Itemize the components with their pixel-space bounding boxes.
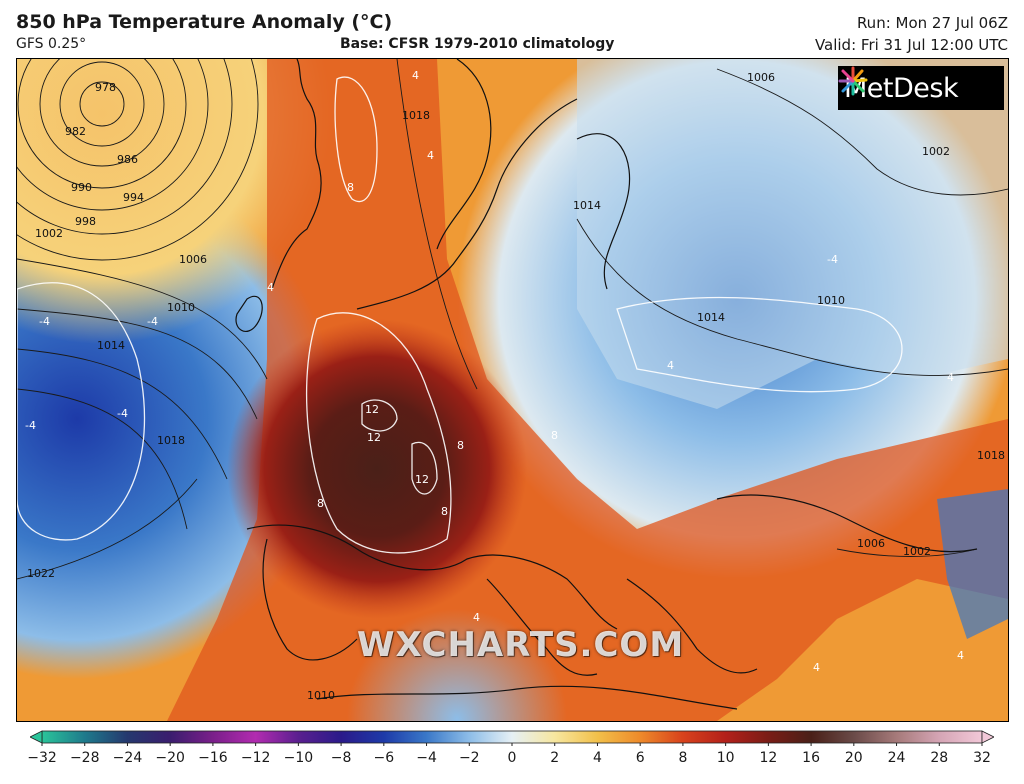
- isobar-label: 1006: [179, 253, 207, 266]
- anomaly-label: 4: [813, 661, 820, 674]
- anomaly-label: 12: [415, 473, 429, 486]
- colorbar-min-arrow: [30, 730, 43, 744]
- isobar-label: 990: [71, 181, 92, 194]
- chart-title: 850 hPa Temperature Anomaly (°C): [16, 11, 393, 33]
- colorbar-tick-label: 32: [973, 750, 991, 766]
- valid-time: Valid: Fri 31 Jul 12:00 UTC: [814, 36, 1008, 54]
- colorbar-tick-label: −20: [155, 750, 185, 766]
- colorbar-tick-label: −8: [330, 750, 352, 766]
- isobar-label: 1014: [97, 339, 125, 352]
- anomaly-label: -4: [827, 253, 838, 266]
- anomaly-labels: 12 12 12 8 8 8 8 8 4 4 4 -4 -4 -4 -4 -4 …: [25, 69, 964, 674]
- anomaly-contours: [17, 76, 903, 554]
- colorbar: −32 −28 −24 −20 −16 −12 −10 −8 −6 −4 −2 0 2 4 6 8 10 12 16…: [27, 728, 994, 778]
- colorbar-tick-label: 28: [930, 750, 949, 766]
- isobar-label: 1010: [817, 294, 845, 307]
- anomaly-label: -4: [117, 407, 128, 420]
- anomaly-label: 8: [457, 439, 464, 452]
- isobar-label: 986: [117, 153, 138, 166]
- isobar-label: 998: [75, 215, 96, 228]
- anomaly-label: 4: [957, 649, 964, 662]
- anomaly-label: 4: [267, 281, 274, 294]
- colorbar-tick-label: −10: [283, 750, 314, 766]
- anomaly-label: 4: [947, 371, 954, 384]
- metdesk-logo: MetDesk: [838, 66, 1004, 110]
- colorbar-tick-label: −2: [458, 750, 480, 766]
- colorbar-tick-label: 16: [802, 750, 820, 766]
- isobar-label: 1002: [903, 545, 931, 558]
- anomaly-label: 4: [427, 149, 434, 162]
- anomaly-map[interactable]: 978 982 986 990 994 998 1002 1006 1010 1…: [16, 58, 1009, 722]
- logo-text: MetDesk: [844, 72, 959, 104]
- isobar-label: 1018: [157, 434, 185, 447]
- anomaly-label: -4: [147, 315, 158, 328]
- isobar-label: 978: [95, 81, 116, 94]
- anomaly-label: -4: [39, 315, 50, 328]
- colorbar-tick-label: −4: [416, 750, 437, 766]
- isobar-label: 1002: [35, 227, 63, 240]
- colorbar-tick-label: 0: [507, 750, 517, 766]
- isobar-label: 1010: [307, 689, 335, 702]
- map-canvas: 978 982 986 990 994 998 1002 1006 1010 1…: [17, 59, 1008, 721]
- colorbar-tick-label: −24: [112, 750, 143, 766]
- anomaly-label: 8: [441, 505, 448, 518]
- anomaly-label: 8: [347, 181, 354, 194]
- metdesk-starburst-icon: [838, 66, 868, 96]
- colorbar-tick-label: 8: [678, 750, 688, 766]
- run-time: Run: Mon 27 Jul 06Z: [856, 14, 1008, 32]
- colorbar-tick-label: 6: [635, 750, 645, 766]
- isobar-label: 1018: [402, 109, 430, 122]
- isobar-label: 1014: [697, 311, 725, 324]
- colorbar-tick-label: −6: [373, 750, 395, 766]
- cold-anomaly-southeast: [937, 489, 1008, 639]
- anomaly-label: -4: [25, 419, 36, 432]
- colorbar-tick-label: −16: [198, 750, 228, 766]
- colorbar-tick-label: −12: [240, 750, 271, 766]
- isobar-label: 1006: [747, 71, 775, 84]
- colorbar-fill: [41, 730, 983, 744]
- isobar-labels: 978 982 986 990 994 998 1002 1006 1010 1…: [27, 71, 1005, 702]
- colorbar-max-arrow: [981, 730, 994, 744]
- anomaly-label: 8: [551, 429, 558, 442]
- watermark: WXCHARTS.COM: [357, 625, 685, 665]
- climatology-base: Base: CFSR 1979-2010 climatology: [340, 36, 615, 52]
- colorbar-tick-label: 10: [716, 750, 735, 766]
- colorbar-tick-label: −28: [69, 750, 100, 766]
- colorbar-tick-label: 12: [759, 750, 778, 766]
- isobar-label: 994: [123, 191, 144, 204]
- anomaly-label: 12: [367, 431, 381, 444]
- isobar-label: 982: [65, 125, 86, 138]
- isobars: [17, 59, 1008, 580]
- colorbar-tick-label: 24: [887, 750, 906, 766]
- model-name: GFS 0.25°: [16, 36, 87, 52]
- colorbar-tick-label: −32: [27, 750, 57, 766]
- colorbar-tick-label: 20: [844, 750, 863, 766]
- anomaly-label: 12: [365, 403, 379, 416]
- colorbar-tick-label: 2: [550, 750, 560, 766]
- isobar-label: 1018: [977, 449, 1005, 462]
- coastlines: [235, 59, 978, 710]
- anomaly-label: 4: [412, 69, 419, 82]
- anomaly-label: 4: [473, 611, 480, 624]
- isobar-label: 1022: [27, 567, 55, 580]
- isobar-label: 1002: [922, 145, 950, 158]
- isobar-label: 1010: [167, 301, 195, 314]
- anomaly-label: 8: [317, 497, 324, 510]
- colorbar-tick-label: 4: [592, 750, 602, 766]
- isobar-label: 1014: [573, 199, 601, 212]
- colorbar-ramp: [30, 730, 994, 746]
- anomaly-label: 4: [667, 359, 674, 372]
- isobar-label: 1006: [857, 537, 885, 550]
